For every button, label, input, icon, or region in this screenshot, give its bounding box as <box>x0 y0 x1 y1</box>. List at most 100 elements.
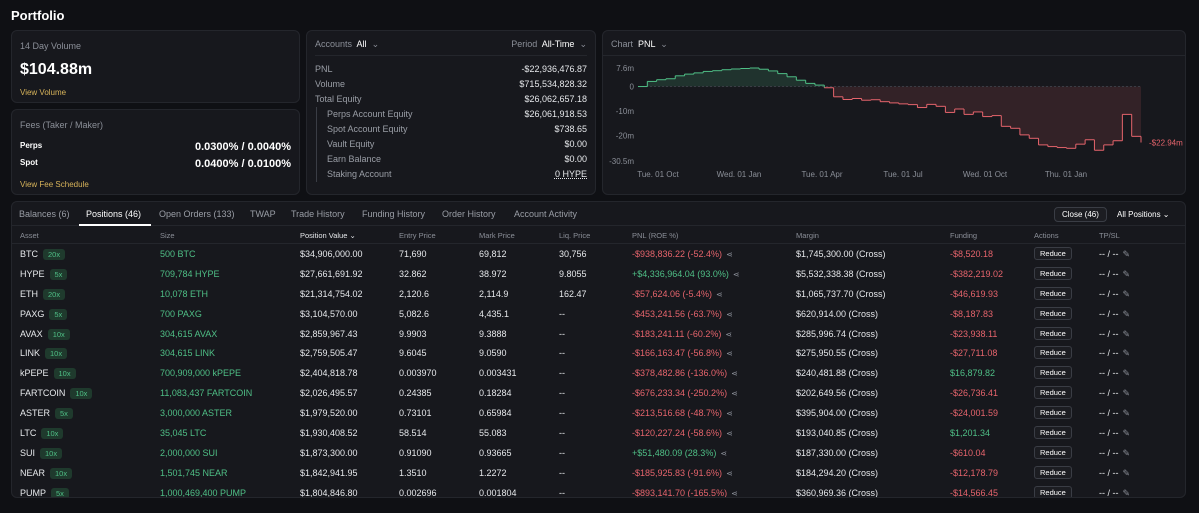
volume-value: $104.88m <box>20 61 93 78</box>
reduce-button[interactable]: Reduce <box>1034 465 1072 479</box>
column-header[interactable]: Asset <box>20 231 39 240</box>
share-icon[interactable]: ⋖ <box>720 448 728 458</box>
y-tick-label: -10m <box>616 107 635 116</box>
asset-cell[interactable]: LTC 10x <box>20 428 64 440</box>
reduce-button[interactable]: Reduce <box>1034 366 1072 380</box>
asset-cell[interactable]: ASTER 5x <box>20 408 73 420</box>
asset-cell[interactable]: PUMP 5x <box>20 487 69 497</box>
table-row[interactable]: PAXG 5x 700 PAXG $3,104,570.00 5,082.6 4,435.… <box>12 304 1185 324</box>
share-icon[interactable]: ⋖ <box>716 289 723 299</box>
edit-pencil-icon[interactable]: ✎ <box>1122 249 1131 259</box>
share-icon[interactable]: ⋖ <box>726 250 733 259</box>
positions-filter-dropdown[interactable]: All Positions ⌄ <box>1117 210 1170 219</box>
asset-cell[interactable]: SUI 10x <box>20 447 63 459</box>
tab-account-activity[interactable]: Account Activity <box>514 209 578 219</box>
asset-cell[interactable]: NEAR 10x <box>20 467 73 479</box>
asset-cell[interactable]: BTC 20x <box>20 249 66 260</box>
edit-pencil-icon[interactable]: ✎ <box>1122 487 1131 498</box>
edit-pencil-icon[interactable]: ✎ <box>1122 288 1131 299</box>
column-header[interactable]: Margin <box>796 231 819 240</box>
share-icon[interactable]: ⋖ <box>726 429 733 439</box>
column-header[interactable]: Funding <box>950 231 978 240</box>
edit-pencil-icon[interactable]: ✎ <box>1122 447 1131 458</box>
pnl-cell: -$185,925.83 (-91.6%) ⋖ <box>632 468 733 478</box>
reduce-button[interactable]: Reduce <box>1034 386 1072 400</box>
pnl-cell: -$378,482.86 (-136.0%) ⋖ <box>632 368 738 378</box>
edit-pencil-icon[interactable]: ✎ <box>1122 408 1131 419</box>
funding-cell: $1,201.34 <box>950 428 991 439</box>
reduce-button[interactable]: Reduce <box>1034 406 1072 420</box>
edit-pencil-icon[interactable]: ✎ <box>1122 388 1131 399</box>
share-icon[interactable]: ⋖ <box>726 468 733 478</box>
share-icon[interactable]: ⋖ <box>731 488 738 498</box>
accounts-dropdown[interactable]: Accounts All ⌄ <box>315 39 379 50</box>
reduce-button[interactable]: Reduce <box>1034 266 1072 280</box>
share-icon[interactable]: ⋖ <box>731 369 738 379</box>
reduce-button[interactable]: Reduce <box>1034 346 1072 360</box>
edit-pencil-icon[interactable]: ✎ <box>1122 328 1131 339</box>
column-header[interactable]: Size <box>160 231 175 240</box>
x-tick-label: Tue. 01 Oct <box>637 170 679 179</box>
table-row[interactable]: PUMP 5x 1,000,469,400 PUMP $1,804,846.80 0.0… <box>12 483 1185 498</box>
table-row[interactable]: kPEPE 10x 700,909,000 kPEPE $2,404,818.78 0.… <box>12 363 1185 383</box>
table-row[interactable]: SUI 10x 2,000,000 SUI $1,873,300.00 0.91090 0… <box>12 443 1185 463</box>
table-row[interactable]: ETH 20x 10,078 ETH $21,314,754.02 2,120.6 2,1… <box>12 284 1185 304</box>
reduce-button[interactable]: Reduce <box>1034 445 1072 459</box>
tpsl-cell: -- / -- ✎ <box>1099 448 1130 459</box>
period-dropdown[interactable]: Period All-Time ⌄ <box>511 39 587 50</box>
reduce-button[interactable]: Reduce <box>1034 247 1072 260</box>
tab-funding-history[interactable]: Funding History <box>362 209 426 219</box>
column-header[interactable]: PNL (ROE %) <box>632 231 679 240</box>
reduce-button[interactable]: Reduce <box>1034 426 1072 440</box>
edit-pencil-icon[interactable]: ✎ <box>1122 268 1131 279</box>
tab-order-history[interactable]: Order History <box>442 209 496 219</box>
table-row[interactable]: LTC 10x 35,045 LTC $1,930,408.52 58.514 55.08… <box>12 423 1185 443</box>
edit-pencil-icon[interactable]: ✎ <box>1122 428 1131 439</box>
asset-cell[interactable]: ETH 20x <box>20 288 66 300</box>
close-all-button[interactable]: Close (46) <box>1054 207 1107 222</box>
reduce-button[interactable]: Reduce <box>1034 286 1072 300</box>
share-icon[interactable]: ⋖ <box>726 309 733 319</box>
edit-pencil-icon[interactable]: ✎ <box>1122 348 1131 359</box>
reduce-button[interactable]: Reduce <box>1034 306 1072 320</box>
chart-type-dropdown[interactable]: Chart PNL ⌄ <box>611 39 668 50</box>
asset-cell[interactable]: PAXG 5x <box>20 308 68 320</box>
edit-pencil-icon[interactable]: ✎ <box>1122 308 1131 319</box>
tab-positions[interactable]: Positions (46) <box>86 209 142 219</box>
share-icon[interactable]: ⋖ <box>732 269 740 279</box>
edit-pencil-icon[interactable]: ✎ <box>1122 368 1131 379</box>
table-row[interactable]: ASTER 5x 3,000,000 ASTER $1,979,520.00 0.731… <box>12 403 1185 423</box>
leverage-badge: 10x <box>50 467 73 479</box>
share-icon[interactable]: ⋖ <box>731 389 738 399</box>
entry-price-cell: 0.91090 <box>399 447 432 458</box>
column-header[interactable]: Position Value ⌄ <box>300 231 356 240</box>
asset-cell[interactable]: AVAX 10x <box>20 328 70 340</box>
tab-twap[interactable]: TWAP <box>250 209 276 219</box>
tab-trade-history[interactable]: Trade History <box>291 209 345 219</box>
column-header[interactable]: Mark Price <box>479 231 515 240</box>
share-icon[interactable]: ⋖ <box>726 409 733 419</box>
table-row[interactable]: AVAX 10x 304,615 AVAX $2,859,967.43 9.9903 9.… <box>12 324 1185 344</box>
table-row[interactable]: NEAR 10x 1,501,745 NEAR $1,842,941.95 1.3510… <box>12 463 1185 483</box>
table-row[interactable]: FARTCOIN 10x 11,083,437 FARTCOIN $2,026,495… <box>12 383 1185 403</box>
mark-price-cell: 0.18284 <box>479 388 512 399</box>
reduce-button[interactable]: Reduce <box>1034 485 1072 497</box>
funding-cell: -$46,619.93 <box>950 288 999 299</box>
table-row[interactable]: BTC 20x 500 BTC $34,906,000.00 71,690 69,812 3… <box>12 244 1185 264</box>
asset-cell[interactable]: HYPE 5x <box>20 268 68 280</box>
tab-open-orders[interactable]: Open Orders (133) <box>159 209 235 219</box>
share-icon[interactable]: ⋖ <box>726 349 733 359</box>
edit-pencil-icon[interactable]: ✎ <box>1122 467 1131 478</box>
asset-cell[interactable]: FARTCOIN 10x <box>20 388 93 400</box>
asset-cell[interactable]: kPEPE 10x <box>20 368 76 380</box>
view-volume-link[interactable]: View Volume <box>20 88 67 97</box>
column-header[interactable]: Liq. Price <box>559 231 591 240</box>
tab-balances[interactable]: Balances (6) <box>19 209 70 219</box>
view-fee-schedule-link[interactable]: View Fee Schedule <box>20 180 89 189</box>
table-row[interactable]: LINK 10x 304,615 LINK $2,759,505.47 9.6045 9.… <box>12 343 1185 363</box>
asset-cell[interactable]: LINK 10x <box>20 348 68 360</box>
share-icon[interactable]: ⋖ <box>725 329 733 339</box>
column-header[interactable]: Entry Price <box>399 231 436 240</box>
reduce-button[interactable]: Reduce <box>1034 326 1072 340</box>
table-row[interactable]: HYPE 5x 709,784 HYPE $27,661,691.92 32.862 38… <box>12 264 1185 284</box>
